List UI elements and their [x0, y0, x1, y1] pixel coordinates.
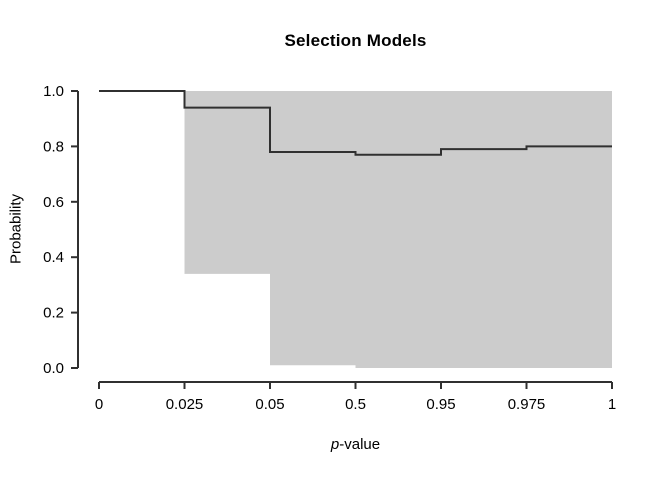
chart-title: Selection Models — [284, 31, 427, 50]
x-tick-label: 0.05 — [255, 396, 284, 413]
y-tick-label: 0.8 — [43, 138, 64, 155]
confidence-band — [184, 91, 612, 368]
x-axis-label: p-value — [99, 436, 612, 453]
y-tick-label: 0.0 — [43, 360, 64, 377]
x-tick-label: 0.975 — [508, 396, 546, 413]
y-tick-label: 0.2 — [43, 305, 64, 322]
x-axis-label-italic-part: p — [330, 436, 340, 453]
x-tick-label: 0 — [95, 396, 103, 413]
step-estimate-line — [99, 90, 612, 156]
x-axis-label-rest: -value — [339, 436, 381, 453]
x-tick-label: 1 — [608, 396, 616, 413]
y-tick-label: 0.6 — [43, 194, 64, 211]
y-axis-label: Probability — [7, 193, 25, 265]
x-tick-label: 0.5 — [345, 396, 366, 413]
x-tick-label: 0.95 — [426, 396, 455, 413]
y-tick-label: 0.4 — [43, 249, 64, 266]
y-tick-label: 1.0 — [43, 83, 64, 100]
x-tick-label: 0.025 — [166, 396, 204, 413]
